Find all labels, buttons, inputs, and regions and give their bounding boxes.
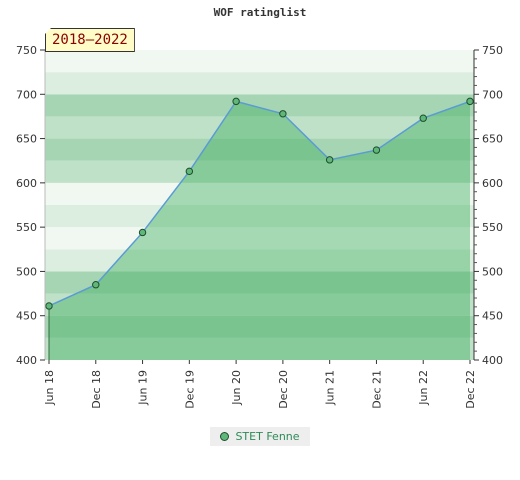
y-tick-label-right: 600 (482, 177, 503, 190)
grid-band (45, 160, 474, 183)
axes-layer: 400 400 450 450 500 500 550 550 600 600 650 650 700 7… (16, 44, 503, 409)
grid-band (45, 72, 474, 95)
y-tick-label-left: 500 (16, 265, 37, 278)
grid-band (45, 315, 474, 338)
grid-band (45, 182, 474, 205)
data-point[interactable] (92, 281, 100, 289)
y-tick-label-right: 550 (482, 221, 503, 234)
y-tick-label-right: 500 (482, 265, 503, 278)
grid-band (45, 205, 474, 228)
legend-label: STET Fenne (235, 430, 300, 443)
x-tick-label: Dec 20 (277, 370, 290, 409)
y-tick-label-left: 650 (16, 133, 37, 146)
period-badge: 2018–2022 (45, 28, 135, 52)
data-point[interactable] (466, 97, 474, 106)
grid-band (45, 227, 474, 250)
y-tick-label-left: 550 (16, 221, 37, 234)
series-line (48, 100, 471, 307)
x-tick-label: Dec 22 (464, 370, 477, 409)
y-tick-label-right: 700 (482, 88, 503, 101)
data-point[interactable] (232, 97, 240, 106)
grid-band (45, 138, 474, 161)
x-tick-label: Jun 20 (230, 370, 243, 406)
x-tick-label: Jun 22 (417, 370, 430, 406)
legend[interactable]: STET Fenne (210, 427, 310, 446)
y-tick-label-right: 650 (482, 133, 503, 146)
x-tick-label: Jun 21 (324, 370, 337, 406)
y-tick-label-left: 600 (16, 177, 37, 190)
data-point[interactable] (279, 110, 287, 118)
y-tick-label-right: 450 (482, 310, 503, 323)
data-point[interactable] (372, 146, 381, 154)
grid-band (45, 116, 474, 139)
y-tick-label-right: 400 (482, 354, 503, 367)
legend-marker-icon (220, 432, 230, 441)
area-layer (48, 100, 471, 360)
data-point[interactable] (45, 302, 53, 310)
data-point[interactable] (138, 228, 147, 237)
grid-band (45, 94, 474, 117)
x-tick-label: Dec 21 (370, 370, 383, 409)
grid-band (45, 337, 474, 360)
chart-title: WOF ratinglist (213, 6, 307, 19)
series-area (49, 101, 470, 360)
background-bands (45, 50, 474, 360)
x-tick-label: Dec 18 (90, 370, 103, 409)
grid-band (45, 293, 474, 316)
y-tick-label-right: 750 (482, 44, 503, 57)
x-tick-label: Jun 19 (137, 370, 150, 406)
data-point[interactable] (419, 114, 427, 122)
data-point[interactable] (325, 156, 334, 164)
y-tick-label-left: 700 (16, 88, 37, 101)
grid-band (45, 271, 474, 294)
points-layer (45, 97, 474, 310)
data-point[interactable] (185, 167, 194, 176)
grid-band (45, 50, 474, 73)
x-tick-label: Jun 18 (43, 370, 56, 406)
x-tick-label: Dec 19 (183, 370, 196, 409)
y-tick-label-left: 450 (16, 310, 37, 323)
y-tick-label-left: 750 (16, 44, 37, 57)
y-tick-label-left: 400 (16, 354, 37, 367)
grid-band (45, 249, 474, 272)
